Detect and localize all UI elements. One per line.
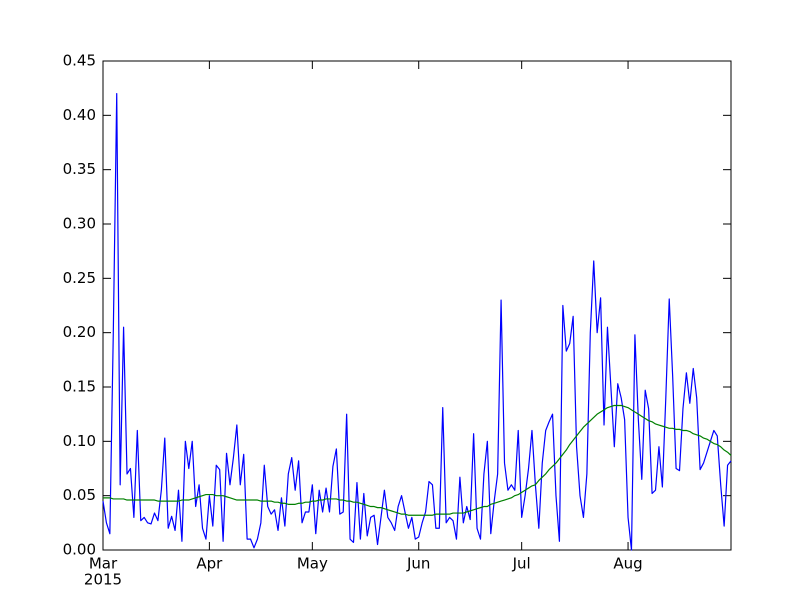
y-tick-label: 0.05 xyxy=(63,486,96,504)
y-tick-label: 0.00 xyxy=(63,541,96,559)
y-tick-label: 0.40 xyxy=(63,106,96,124)
y-tick-label: 0.20 xyxy=(63,323,96,341)
y-tick-label: 0.25 xyxy=(63,269,96,287)
line-series xyxy=(102,93,732,551)
plot-frame xyxy=(102,60,732,551)
x-tick-label: Aug xyxy=(613,555,642,573)
line-series xyxy=(103,404,732,516)
y-tick-label: 0.35 xyxy=(63,160,96,178)
x-offset-label: 2015 xyxy=(84,571,122,589)
y-tick-label: 0.15 xyxy=(63,378,96,396)
x-tick-label: Apr xyxy=(196,555,223,573)
y-tick-label: 0.10 xyxy=(63,432,96,450)
y-tick-label: 0.30 xyxy=(63,215,96,233)
x-tick-label: May xyxy=(297,555,328,573)
y-tick-label: 0.45 xyxy=(63,52,96,70)
x-tick-label: Mar xyxy=(89,555,118,573)
x-tick-label: Jun xyxy=(406,555,430,573)
x-tick-label: Jul xyxy=(512,555,531,573)
